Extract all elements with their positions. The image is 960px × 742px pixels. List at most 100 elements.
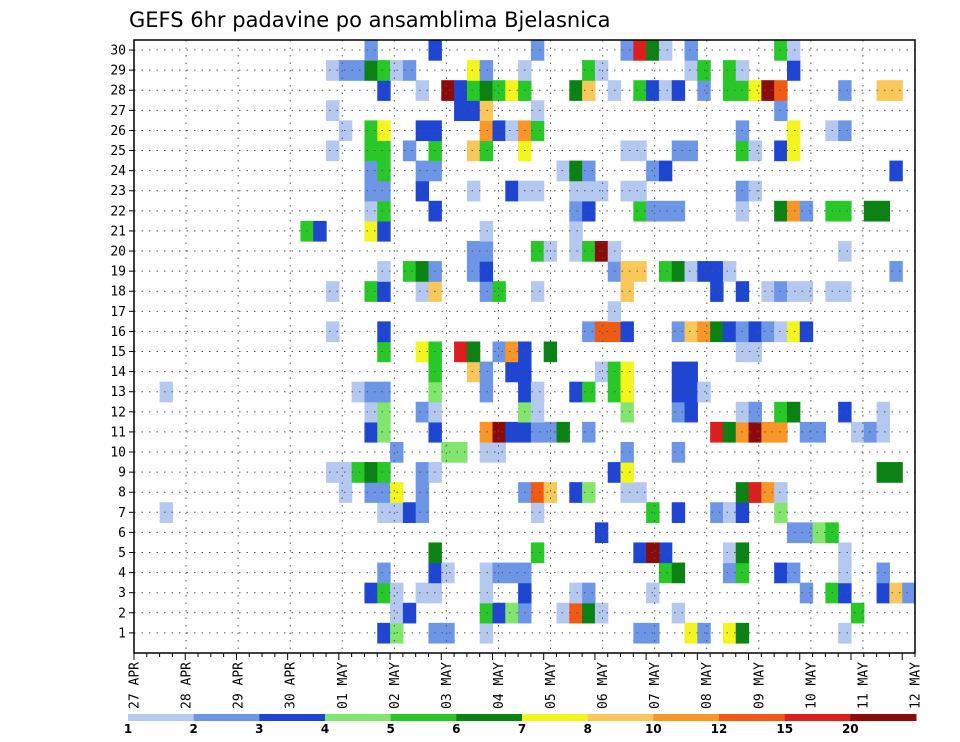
heatmap-cell — [594, 321, 609, 343]
heatmap-cell — [671, 562, 686, 584]
heatmap-cell — [671, 321, 686, 343]
colorbar-swatch — [259, 714, 326, 721]
colorbar-label: 4 — [321, 722, 329, 736]
heatmap-cell — [620, 401, 634, 423]
heatmap-cell — [377, 180, 391, 202]
heatmap-cell — [838, 281, 852, 302]
heatmap-cell — [466, 361, 481, 383]
y-tick-label: 15 — [110, 345, 126, 360]
heatmap-cell — [889, 582, 903, 604]
heatmap-cell — [761, 482, 775, 503]
heatmap-cell — [569, 160, 583, 182]
y-axis: 1234567891011121314151617181920212223242… — [110, 44, 134, 641]
heatmap-cell — [786, 40, 801, 61]
y-tick-label: 4 — [118, 566, 126, 581]
y-tick-label: 16 — [110, 325, 126, 340]
heatmap-cell — [876, 200, 890, 222]
heatmap-cell — [774, 281, 788, 302]
chart-title: GEFS 6hr padavine po ansamblima Bjelasni… — [129, 8, 610, 32]
heatmap-cell — [569, 602, 583, 624]
y-tick-label: 7 — [118, 506, 126, 521]
heatmap-cell — [479, 261, 494, 282]
heatmap-cell — [902, 582, 916, 604]
colorbar-swatch — [325, 714, 392, 721]
heatmap-cell — [364, 421, 378, 443]
heatmap-cell — [850, 602, 865, 624]
heatmap-cell — [479, 60, 494, 81]
heatmap-cell — [326, 140, 340, 162]
heatmap-cell — [684, 381, 698, 403]
heatmap-cell — [799, 321, 814, 343]
heatmap-cell — [543, 341, 558, 363]
y-tick-label: 2 — [118, 606, 126, 621]
heatmap-cell — [569, 482, 583, 503]
heatmap-cell — [364, 180, 378, 202]
heatmap-cell — [364, 120, 378, 142]
heatmap-cell — [633, 180, 647, 202]
heatmap-cell — [466, 80, 481, 101]
heatmap-cell — [466, 60, 481, 81]
heatmap-cell — [466, 261, 481, 282]
heatmap-cell — [377, 401, 391, 423]
heatmap-cell — [454, 441, 468, 463]
heatmap-cell — [415, 401, 430, 423]
heatmap-cell — [658, 542, 673, 564]
heatmap-cell — [786, 321, 801, 343]
colorbar-label: 12 — [711, 722, 728, 736]
y-tick-label: 11 — [110, 425, 126, 440]
x-tick-label: 30 APR — [284, 662, 299, 709]
heatmap-cell — [377, 502, 391, 523]
heatmap-cell — [505, 361, 519, 383]
heatmap-cell — [710, 421, 724, 443]
heatmap-cell — [377, 421, 391, 443]
heatmap-cell — [889, 160, 903, 182]
y-tick-label: 29 — [110, 64, 126, 79]
heatmap-cell — [620, 462, 634, 483]
heatmap-cell — [786, 200, 801, 222]
heatmap-cell — [582, 60, 596, 81]
heatmap-cell — [505, 120, 519, 142]
heatmap-cell — [415, 261, 430, 282]
heatmap-cell — [351, 60, 366, 81]
heatmap-cell — [313, 220, 327, 242]
heatmap-cell — [722, 622, 737, 644]
heatmap-cell — [838, 120, 852, 142]
heatmap-cell — [159, 502, 174, 523]
heatmap-cell — [402, 140, 417, 162]
heatmap-cell — [748, 482, 762, 503]
heatmap-cell — [556, 602, 570, 624]
heatmap-cell — [530, 401, 545, 423]
heatmap-cell — [582, 200, 596, 222]
colorbar-swatch — [719, 714, 786, 721]
y-tick-label: 13 — [110, 385, 126, 400]
heatmap-cell — [479, 562, 494, 584]
colorbar-label: 8 — [584, 722, 592, 736]
heatmap-cell — [466, 341, 481, 363]
colorbar-label: 3 — [255, 722, 263, 736]
heatmap-cell — [569, 582, 583, 604]
heatmap-cell — [799, 200, 814, 222]
heatmap-cell — [415, 180, 430, 202]
heatmap-cell — [774, 200, 788, 222]
heatmap-cell — [838, 542, 852, 564]
heatmap-cell — [530, 502, 545, 523]
heatmap-cell — [620, 180, 634, 202]
colorbar-label: 1 — [124, 722, 132, 736]
heatmap-cell — [326, 321, 340, 343]
heatmap-cell — [594, 180, 609, 202]
heatmap-cell — [838, 401, 852, 423]
heatmap-cell — [377, 562, 391, 584]
y-tick-label: 9 — [118, 466, 126, 481]
heatmap-cell — [364, 40, 378, 61]
heatmap-cell — [479, 120, 494, 142]
heatmap-cell — [889, 261, 903, 282]
heatmap-cell — [671, 502, 686, 523]
heatmap-cell — [492, 602, 506, 624]
heatmap-cell — [582, 160, 596, 182]
colorbar-swatch — [390, 714, 457, 721]
heatmap-cell — [658, 562, 673, 584]
heatmap-cell — [684, 60, 698, 81]
y-tick-label: 10 — [110, 446, 126, 461]
heatmap-cell — [658, 261, 673, 282]
heatmap-cell — [505, 602, 519, 624]
